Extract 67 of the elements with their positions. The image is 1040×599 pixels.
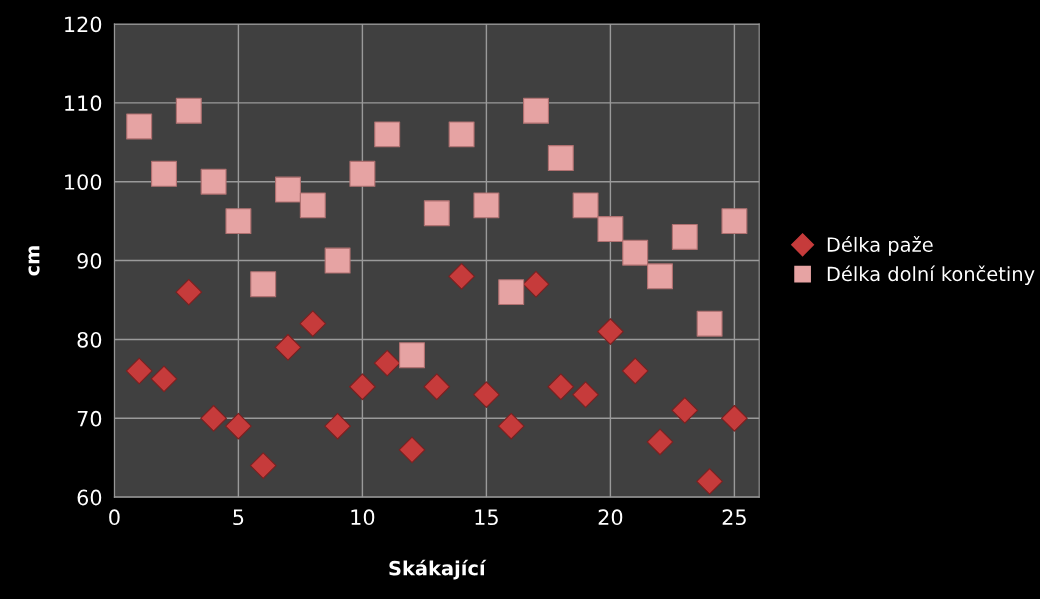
point bbox=[225, 208, 252, 235]
x-tick-label: 5 bbox=[233, 509, 244, 526]
point bbox=[547, 373, 575, 401]
point bbox=[349, 373, 376, 401]
point bbox=[373, 349, 401, 377]
point bbox=[200, 168, 227, 195]
point bbox=[597, 216, 624, 242]
x-tick-label: 15 bbox=[475, 509, 498, 526]
point bbox=[498, 279, 525, 306]
point bbox=[275, 176, 301, 203]
point bbox=[523, 97, 549, 124]
x-tick-label: 25 bbox=[722, 509, 746, 526]
point bbox=[324, 412, 351, 440]
point bbox=[324, 247, 351, 274]
y-tick-label: 80 bbox=[77, 331, 102, 348]
x-tick-label: 0 bbox=[109, 509, 120, 526]
point bbox=[721, 208, 748, 235]
point bbox=[423, 373, 451, 401]
point bbox=[398, 436, 426, 464]
point bbox=[671, 223, 698, 250]
point bbox=[250, 271, 277, 298]
point bbox=[621, 357, 649, 385]
point bbox=[572, 381, 599, 409]
point bbox=[522, 270, 550, 298]
point bbox=[175, 97, 202, 124]
point bbox=[274, 333, 302, 361]
point bbox=[572, 192, 599, 219]
y-tick-label: 70 bbox=[77, 410, 102, 427]
point bbox=[696, 468, 723, 495]
point bbox=[125, 357, 153, 385]
point bbox=[473, 192, 500, 219]
point bbox=[150, 365, 178, 393]
point bbox=[374, 121, 401, 148]
point bbox=[151, 160, 177, 187]
point bbox=[721, 404, 748, 432]
point bbox=[299, 310, 327, 338]
legend-label: Délka dolní končetiny bbox=[827, 265, 1035, 286]
point bbox=[249, 452, 277, 479]
y-tick-label: 100 bbox=[65, 174, 102, 190]
point bbox=[349, 160, 376, 187]
y-axis-title: cm bbox=[28, 246, 40, 276]
point bbox=[423, 200, 450, 227]
point bbox=[647, 263, 673, 290]
legend-label: Délka paže bbox=[827, 236, 933, 256]
point bbox=[671, 397, 699, 424]
x-tick-label: 20 bbox=[598, 509, 623, 526]
y-tick-label: 90 bbox=[77, 253, 102, 269]
point bbox=[547, 145, 574, 172]
point bbox=[225, 412, 252, 440]
point bbox=[126, 113, 153, 140]
point bbox=[622, 239, 649, 266]
y-tick-label: 120 bbox=[65, 16, 102, 33]
point bbox=[597, 318, 624, 345]
point bbox=[399, 342, 425, 369]
point bbox=[646, 428, 674, 456]
point bbox=[448, 121, 475, 148]
y-tick-label: 60 bbox=[77, 489, 102, 506]
point bbox=[299, 192, 326, 219]
x-axis-title: Skákající bbox=[389, 559, 487, 580]
x-tick-label: 10 bbox=[351, 509, 375, 526]
point bbox=[696, 310, 723, 337]
point bbox=[473, 381, 500, 409]
point bbox=[497, 412, 525, 440]
point bbox=[448, 262, 475, 290]
point bbox=[175, 278, 203, 306]
point bbox=[200, 404, 227, 432]
y-tick-label: 110 bbox=[65, 95, 102, 112]
